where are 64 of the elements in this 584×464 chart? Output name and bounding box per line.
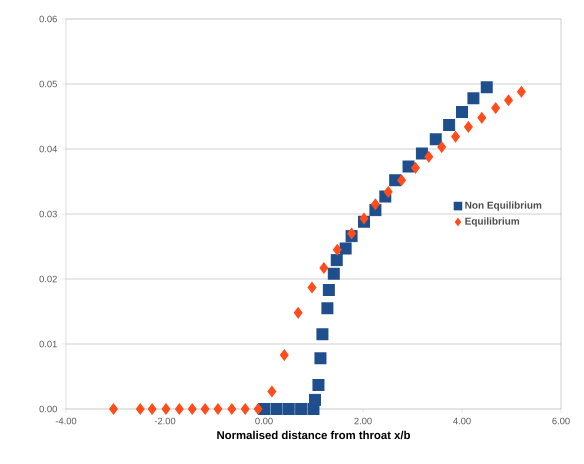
point	[282, 402, 295, 415]
point	[148, 403, 157, 415]
point	[437, 141, 446, 153]
y-tick-label: 0.04	[39, 146, 58, 152]
y-tick-label: 0.05	[39, 80, 57, 88]
point	[294, 306, 303, 319]
y-tick-label: 0.02	[39, 276, 57, 282]
x-tick-label: -4.00	[56, 418, 76, 424]
point	[347, 228, 356, 240]
legend-label: Non Equilibrium	[465, 201, 542, 211]
point	[240, 403, 250, 415]
point	[254, 403, 263, 415]
point	[397, 174, 406, 186]
point	[332, 244, 342, 256]
point	[316, 328, 328, 340]
point	[467, 92, 480, 104]
point	[480, 81, 493, 94]
point	[267, 386, 276, 398]
point	[188, 403, 197, 415]
point	[430, 133, 442, 146]
point	[295, 402, 308, 415]
point	[477, 112, 486, 124]
point	[328, 268, 340, 280]
point	[491, 102, 500, 114]
point	[314, 352, 326, 364]
point	[456, 106, 468, 118]
x-tick-label: 0.00	[255, 418, 273, 424]
legend-label: Equilibrium	[465, 217, 520, 227]
point	[200, 403, 210, 415]
point	[321, 302, 334, 314]
point	[174, 403, 184, 415]
point	[136, 403, 145, 415]
point	[370, 198, 380, 210]
point	[322, 284, 335, 296]
point	[330, 254, 343, 266]
point	[308, 282, 316, 294]
y-tick-label: 0.03	[39, 210, 57, 218]
point	[464, 121, 473, 133]
point	[516, 86, 526, 98]
point	[443, 118, 456, 131]
point	[451, 130, 460, 143]
point	[109, 403, 118, 415]
point	[312, 378, 324, 391]
point	[504, 94, 514, 106]
y-tick-label: 0.00	[39, 406, 57, 412]
x-axis-title: Normalised distance from throat x/b	[217, 430, 410, 440]
x-tick-label: 4.00	[453, 418, 471, 424]
point	[411, 162, 420, 174]
x-tick-label: -2.00	[154, 418, 176, 424]
x-tick-label: 6.00	[552, 418, 570, 424]
point	[424, 150, 434, 163]
y-tick-label: 0.06	[39, 16, 57, 22]
x-tick-label: 2.00	[354, 418, 372, 424]
point	[319, 262, 328, 274]
point	[384, 186, 393, 198]
point	[227, 403, 236, 415]
point	[214, 403, 222, 415]
point	[270, 402, 282, 415]
point	[280, 349, 289, 361]
point	[360, 212, 368, 224]
y-tick-label: 0.01	[39, 340, 57, 348]
point	[308, 394, 321, 406]
point	[340, 242, 352, 254]
point	[162, 403, 170, 415]
